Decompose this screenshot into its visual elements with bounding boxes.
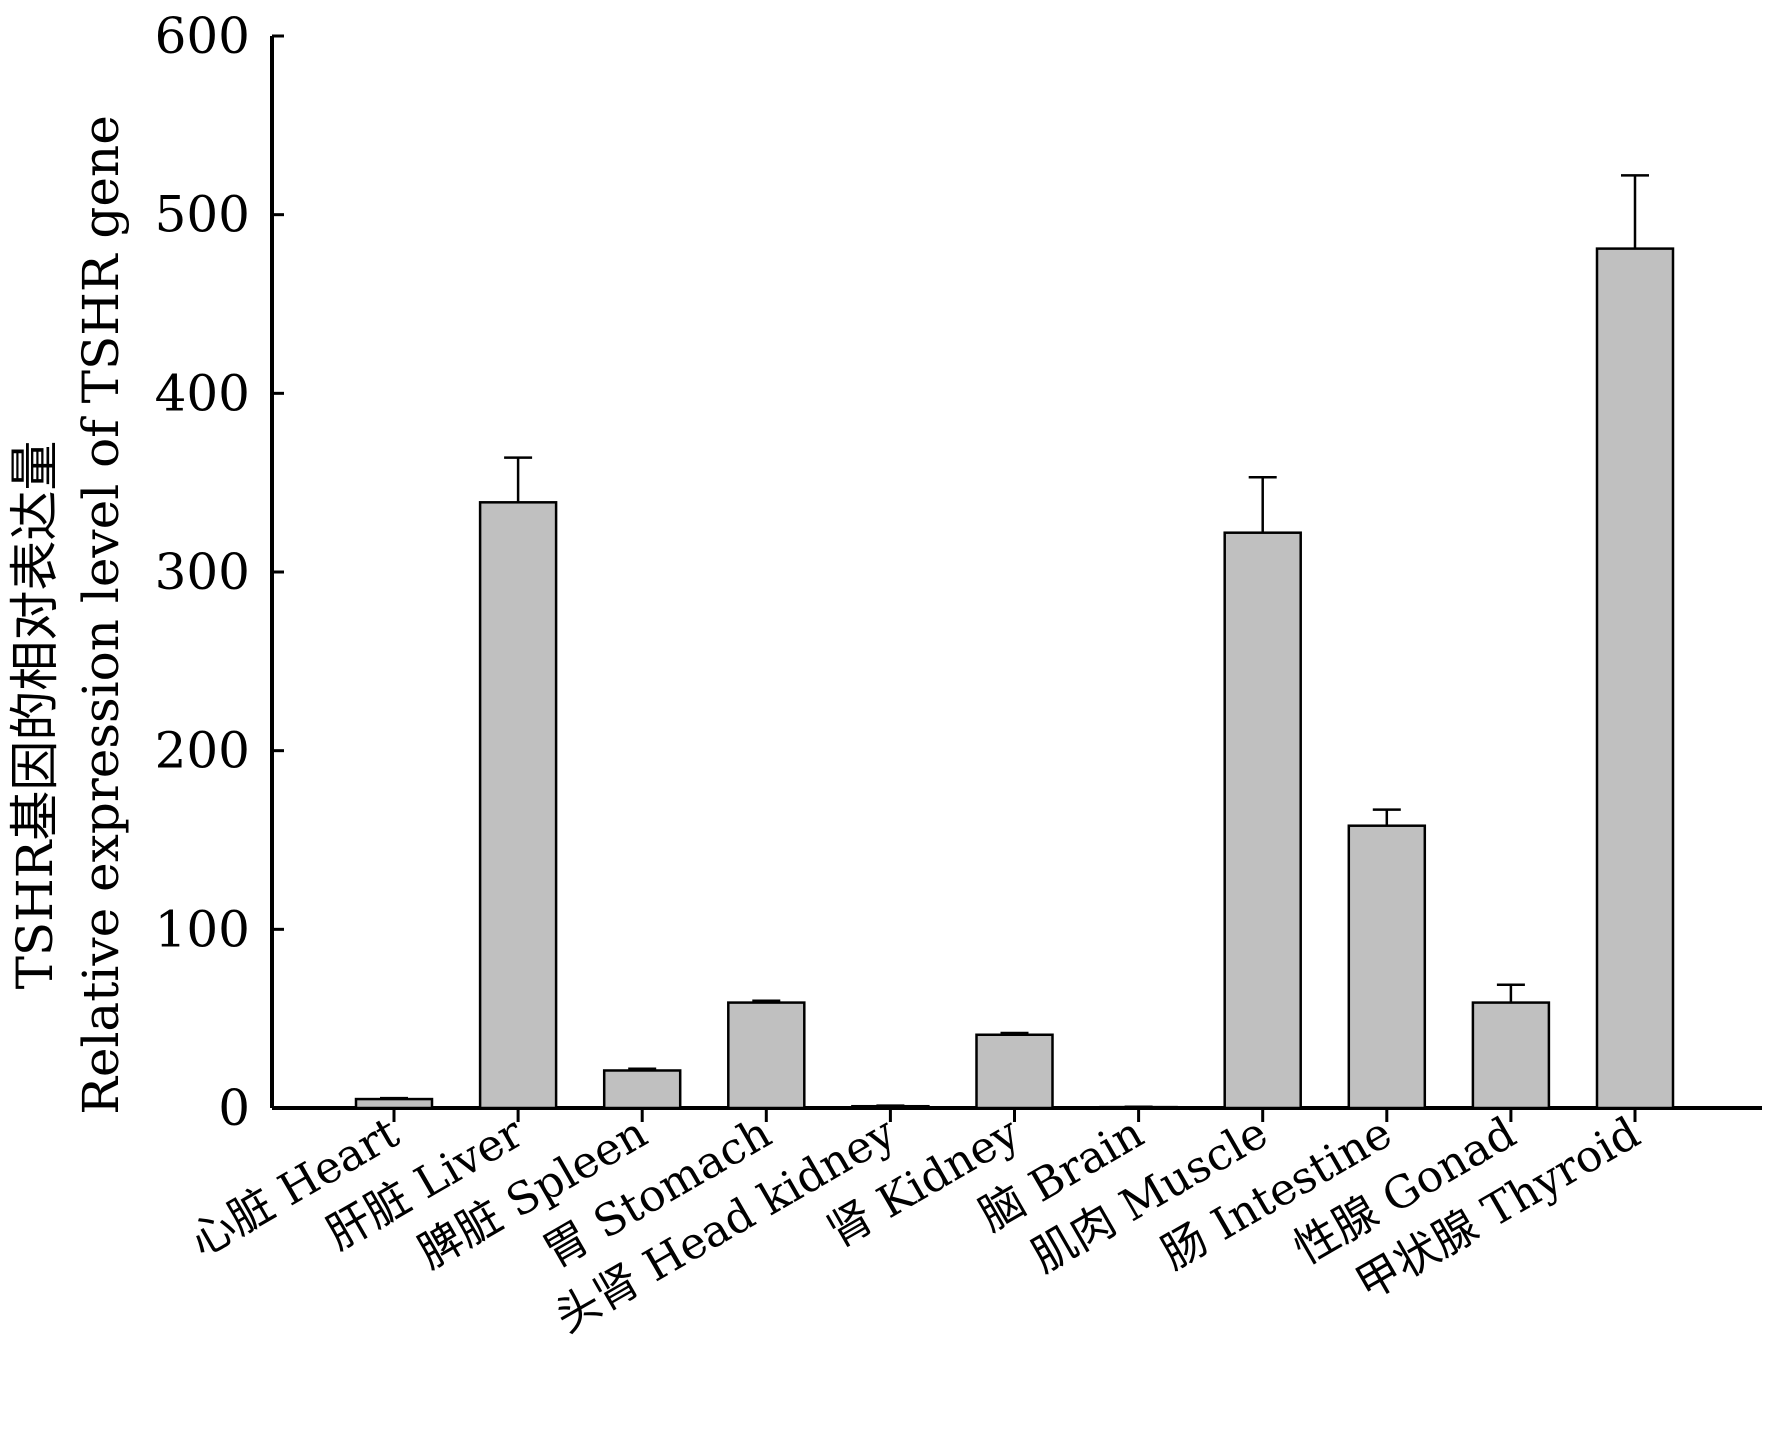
bar bbox=[478, 501, 558, 1110]
bar bbox=[1471, 1001, 1551, 1110]
y-axis-title: TSHR基因的相对表达量 Relative expression level o… bbox=[6, 115, 130, 1115]
bar bbox=[975, 1033, 1054, 1110]
bar bbox=[1595, 247, 1675, 1110]
y-tick-label: 100 bbox=[155, 900, 250, 958]
bar bbox=[1223, 531, 1302, 1110]
bar bbox=[727, 1001, 806, 1110]
y-tick-label: 400 bbox=[155, 364, 250, 422]
bar bbox=[354, 1097, 434, 1110]
bar bbox=[1347, 824, 1427, 1110]
y-axis-title-line1: TSHR基因的相对表达量 bbox=[6, 441, 64, 990]
y-tick-label: 500 bbox=[155, 186, 250, 244]
y-tick-label: 0 bbox=[218, 1079, 250, 1137]
y-axis-title-line2: Relative expression level of TSHR gene bbox=[72, 115, 130, 1115]
y-tick-label: 600 bbox=[155, 7, 250, 65]
y-tick-label: 300 bbox=[155, 543, 250, 601]
y-tick-label: 200 bbox=[155, 722, 250, 780]
bar bbox=[602, 1069, 682, 1110]
